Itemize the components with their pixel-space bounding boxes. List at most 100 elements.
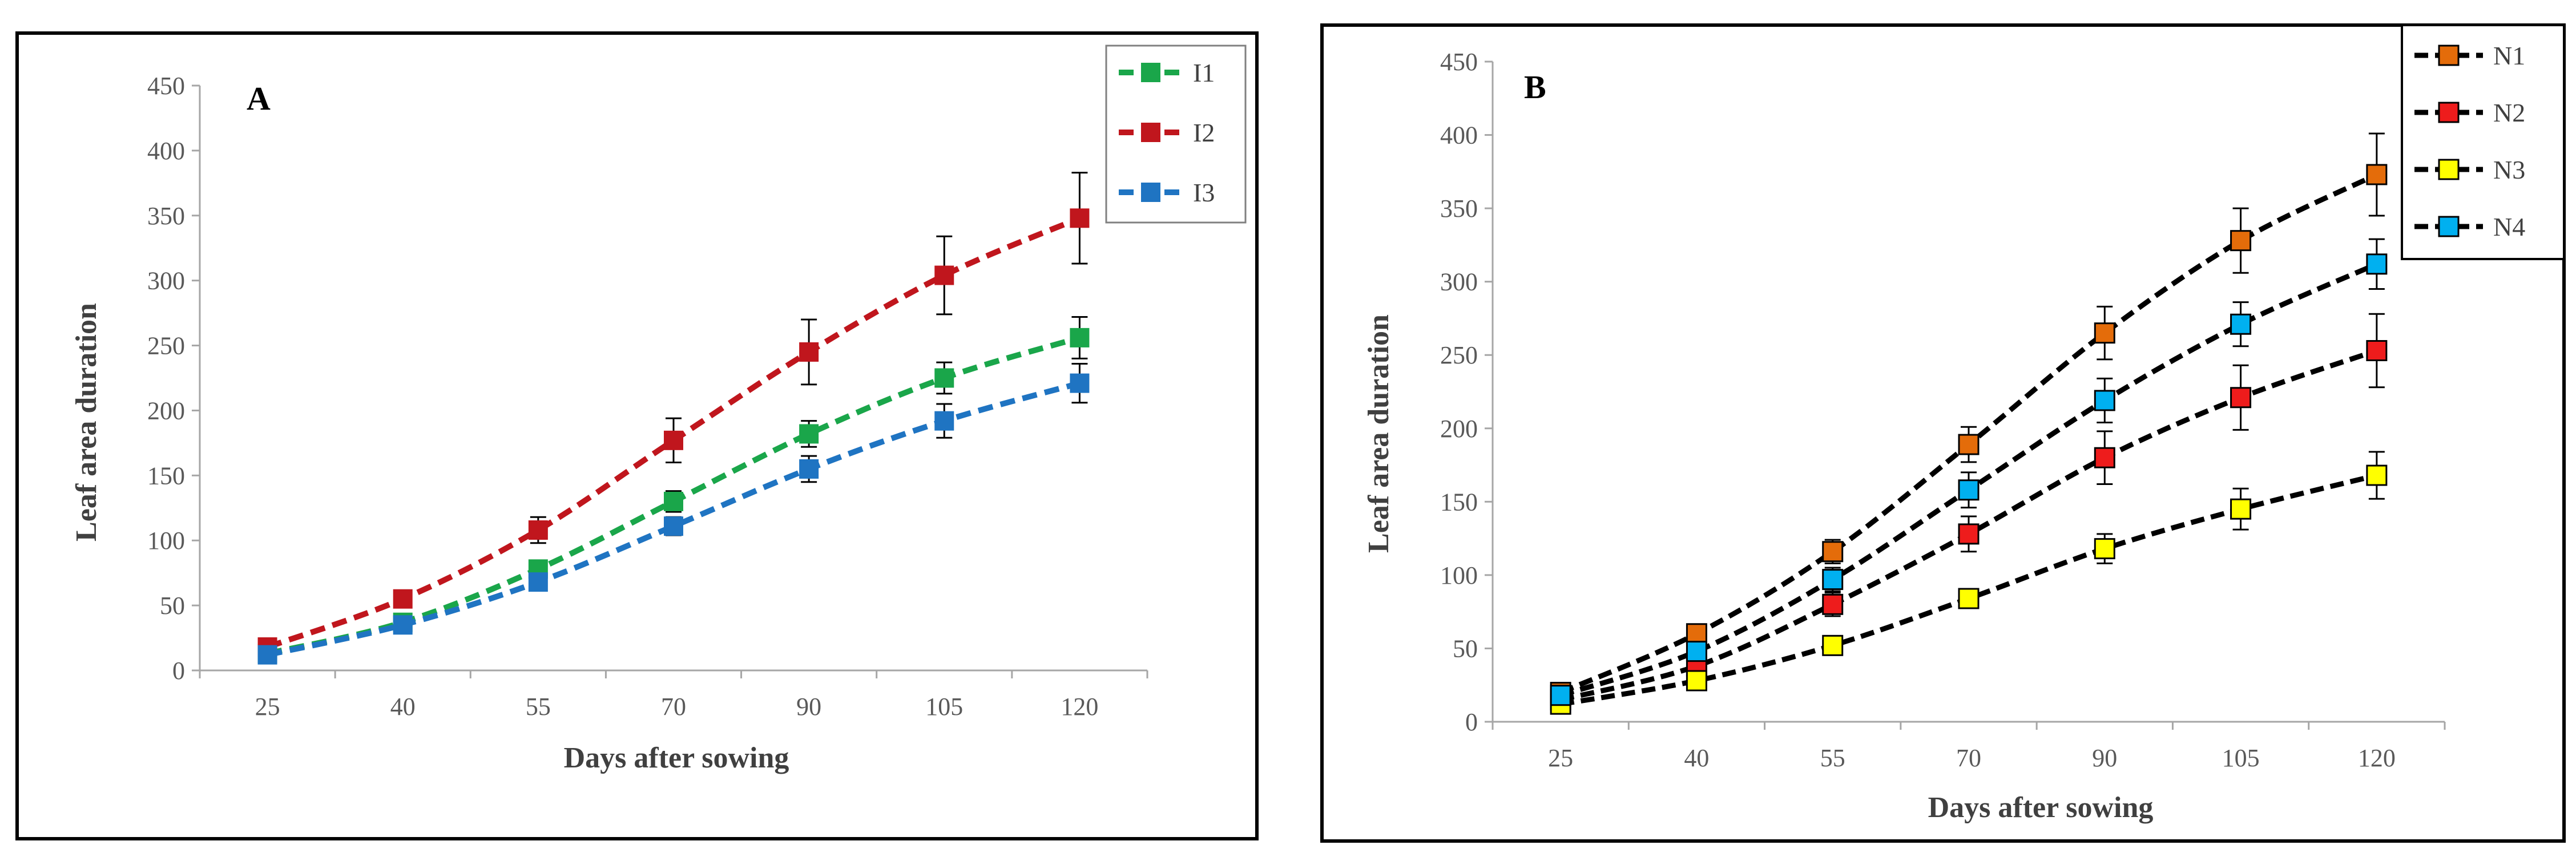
- legend-item-n2: N2: [2414, 98, 2525, 127]
- legend-item-n3: N3: [2414, 155, 2525, 184]
- data-point-i3: [664, 516, 683, 536]
- panel-b-y-axis-label: Leaf area duration: [1362, 314, 1395, 553]
- y-tick-label: 400: [1440, 122, 1478, 149]
- y-tick-label: 200: [1440, 415, 1478, 443]
- panel-b-legend-box: [2401, 24, 2565, 260]
- data-point-n4: [1958, 479, 1980, 501]
- x-tick-label: 55: [526, 693, 551, 721]
- panel-a-legend: I1 I2 I3: [1105, 45, 1247, 224]
- panel-a-x-ticks: 25 40 55 70 90 105 120: [199, 670, 1148, 721]
- y-tick-label: 100: [1440, 561, 1478, 589]
- x-tick-label: 70: [1956, 744, 1981, 772]
- data-point-n4: [2230, 313, 2252, 335]
- data-point-i2: [799, 342, 819, 362]
- y-tick-label: 300: [1440, 268, 1478, 296]
- data-point-n1: [1822, 541, 1844, 563]
- x-tick-label: 105: [2222, 744, 2260, 772]
- panel-b-tag: B: [1524, 68, 1546, 106]
- data-point-i3: [934, 411, 954, 431]
- data-point-n3: [1958, 588, 1980, 609]
- data-point-i3: [1070, 373, 1090, 393]
- panel-b-y-ticks: 0 50 100 150 200 250 300 350 400 450: [1440, 48, 2445, 736]
- legend-item-n4: N4: [2414, 212, 2525, 241]
- data-point-n2: [2230, 387, 2252, 409]
- series-n4: [1550, 238, 2388, 706]
- panel-b: B 0 50 100 150 200 250 300 350 400 450 25 40 55 70 90…: [1320, 23, 2566, 843]
- data-point-n1: [2230, 230, 2252, 252]
- data-point-n3: [1686, 670, 1707, 692]
- legend-marker: [2438, 159, 2460, 180]
- panel-a: A 0 50 100 150 200 250 300 350 400 450 25 40 55 70 90…: [15, 31, 1259, 840]
- data-point-n3: [2230, 498, 2252, 520]
- legend-label: N1: [2493, 41, 2525, 70]
- y-tick-label: 250: [1440, 341, 1478, 369]
- legend-marker: [2438, 45, 2460, 66]
- y-tick-label: 200: [147, 397, 185, 425]
- x-tick-label: 70: [661, 693, 686, 721]
- data-point-i2: [664, 430, 683, 450]
- series-i3: [257, 362, 1090, 665]
- y-tick-label: 250: [147, 332, 185, 360]
- data-point-n3: [1822, 634, 1844, 656]
- legend-label: N3: [2493, 155, 2525, 184]
- legend-item-i3: I3: [1119, 178, 1215, 207]
- data-point-i1: [664, 491, 683, 511]
- data-point-n4: [1686, 641, 1707, 662]
- legend-marker: [2438, 102, 2460, 123]
- panel-a-x-axis-label: Days after sowing: [564, 742, 789, 774]
- data-point-n2: [1822, 593, 1844, 615]
- y-tick-label: 150: [1440, 488, 1478, 516]
- legend-item-i1: I1: [1119, 58, 1215, 87]
- legend-marker: [1141, 63, 1160, 82]
- x-tick-label: 55: [1820, 744, 1845, 772]
- y-tick-label: 50: [1453, 634, 1478, 662]
- panel-a-y-axis-label: Leaf area duration: [70, 303, 103, 541]
- series-n3: [1550, 451, 2388, 715]
- legend-marker: [2438, 216, 2460, 237]
- y-tick-label: 0: [172, 657, 185, 685]
- legend-label: N2: [2493, 98, 2525, 127]
- data-point-n1: [2094, 322, 2115, 344]
- x-tick-label: 120: [2358, 744, 2396, 772]
- data-point-i2: [393, 589, 413, 609]
- data-point-n4: [1550, 685, 1571, 706]
- data-point-i2: [528, 520, 548, 540]
- y-tick-label: 300: [147, 267, 185, 295]
- data-point-i3: [257, 645, 277, 665]
- series-n2: [1550, 313, 2388, 710]
- y-tick-label: 350: [147, 202, 185, 230]
- data-point-i2: [1070, 208, 1090, 228]
- panel-b-x-axis-label: Days after sowing: [1928, 791, 2154, 824]
- data-point-i1: [799, 424, 819, 444]
- data-point-n4: [2366, 253, 2388, 275]
- legend-label: N4: [2493, 212, 2525, 241]
- legend-marker: [1141, 183, 1160, 202]
- data-point-n4: [2094, 390, 2115, 411]
- legend-marker: [1141, 123, 1160, 142]
- data-point-i3: [799, 459, 819, 479]
- data-point-i1: [1070, 328, 1090, 347]
- x-tick-label: 120: [1061, 693, 1098, 721]
- y-tick-label: 400: [147, 137, 185, 165]
- data-point-i1: [934, 368, 954, 388]
- data-point-n1: [1958, 434, 1980, 455]
- legend-item-n1: N1: [2414, 41, 2525, 70]
- data-point-n3: [2366, 464, 2388, 486]
- panel-a-frame: [15, 31, 1259, 840]
- y-tick-label: 450: [1440, 48, 1478, 76]
- x-tick-label: 25: [255, 693, 280, 721]
- panel-a-tag: A: [247, 80, 271, 117]
- panel-a-plot: [257, 172, 1090, 665]
- data-point-n4: [1822, 569, 1844, 591]
- x-tick-label: 25: [1548, 744, 1573, 772]
- x-tick-label: 40: [1684, 744, 1709, 772]
- data-point-n2: [2094, 447, 2115, 468]
- y-tick-label: 350: [1440, 195, 1478, 223]
- data-point-n2: [1958, 523, 1980, 545]
- panel-b-legend: N1 N2 N3 N4: [2401, 24, 2565, 260]
- x-tick-label: 105: [925, 693, 963, 721]
- legend-label: I1: [1193, 58, 1215, 87]
- x-tick-label: 90: [796, 693, 821, 721]
- x-tick-label: 90: [2092, 744, 2117, 772]
